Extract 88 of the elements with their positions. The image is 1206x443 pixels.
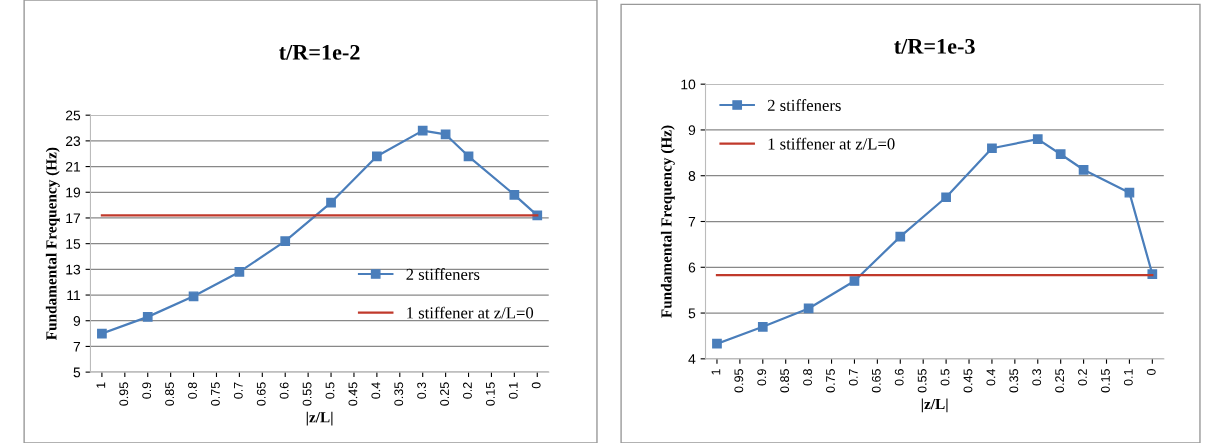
x-tick-label: 0.8: [803, 369, 812, 386]
point: [280, 236, 291, 246]
x-tick-label: 0.6: [279, 382, 289, 399]
x-tick-label: 0.9: [757, 369, 767, 386]
legend-label: 2 stiffeners: [767, 99, 841, 111]
point: [97, 328, 107, 339]
x-tick-label: 0.9: [142, 382, 152, 399]
x-tick-label: 1: [96, 382, 106, 388]
x-tick-label: 0.75: [826, 369, 835, 393]
y-tick-label: 8: [688, 171, 696, 181]
x-tick-label: 0.85: [165, 382, 174, 406]
x-tick-label: 0.7: [848, 369, 858, 386]
y-tick-label: 25: [65, 110, 81, 121]
point: [1078, 164, 1089, 175]
x-tick-label: 1: [711, 369, 721, 375]
chart-title: t/R=1e-2: [279, 44, 360, 60]
x-tick-label: 0.3: [1032, 369, 1042, 386]
x-tick-label: 0.4: [986, 368, 996, 386]
x-tick-label: 0.95: [734, 369, 744, 393]
y-tick-label: 23: [65, 136, 81, 147]
point: [712, 338, 722, 349]
point: [142, 312, 153, 322]
y-tick-label: 10: [681, 79, 696, 90]
legend-label: 1 stiffener at z/L=0: [768, 137, 895, 150]
point: [372, 151, 382, 162]
y-tick-label: 15: [66, 239, 81, 249]
x-tick-label: 0.15: [485, 382, 495, 406]
y-tick-label: 9: [688, 125, 696, 136]
point: [188, 291, 199, 302]
point: [941, 192, 951, 203]
x-tick-label: 0.55: [302, 382, 312, 406]
x-tick-label: 0.75: [210, 382, 220, 406]
y-tick-label: 11: [67, 290, 81, 301]
point: [895, 231, 906, 242]
x-tick-label: 0.2: [463, 382, 472, 399]
x-tick-label: 0.3: [417, 382, 427, 399]
y-tick-label: 4: [688, 354, 696, 364]
x-tick-label: 0.2: [1078, 369, 1087, 386]
point: [1124, 187, 1135, 198]
x-tick-label: 0.8: [188, 382, 197, 399]
point: [417, 125, 428, 136]
y-tick-label: 9: [73, 316, 81, 326]
x-tick-label: 0.5: [940, 369, 950, 386]
y-tick-label: 17: [66, 213, 81, 223]
point: [234, 267, 245, 277]
x-tick-label: 0.25: [440, 382, 449, 406]
point: [1055, 149, 1066, 160]
x-tick-label: 0.6: [894, 369, 904, 386]
x-tick-label: 0.45: [348, 382, 358, 406]
y-tick-label: 7: [688, 216, 696, 227]
legend-label: 2 stiffeners: [406, 268, 480, 280]
x-tick-label: 0: [531, 382, 541, 389]
y-tick-label: 5: [688, 308, 696, 319]
x-axis-title: |z/L|: [306, 411, 333, 426]
legend-label: 1 stiffener at z/L=0: [407, 306, 534, 319]
x-tick-label: 0.85: [780, 369, 790, 393]
chart-title: t/R=1e-3: [894, 38, 975, 54]
x-tick-label: 0.7: [233, 382, 243, 399]
point: [849, 276, 860, 286]
point: [463, 151, 474, 162]
y-tick-label: 13: [66, 264, 81, 275]
y-tick-label: 7: [73, 341, 81, 352]
x-tick-label: 0.65: [256, 382, 266, 406]
y-axis-title: Fundamental Frequency (Hz): [660, 125, 675, 318]
x-tick-label: 0.4: [371, 382, 381, 399]
x-tick-label: 0.65: [871, 369, 881, 393]
y-tick-label: 21: [65, 161, 81, 172]
point: [1032, 134, 1043, 144]
point: [757, 321, 768, 332]
x-axis-title: |z/L|: [921, 398, 948, 413]
y-axis-title: Fundamental Frequency (Hz): [45, 147, 60, 340]
x-tick-label: 0.15: [1101, 369, 1110, 393]
x-tick-label: 0.35: [1009, 369, 1019, 393]
y-tick-label: 19: [66, 187, 81, 198]
x-tick-label: 0.95: [119, 382, 129, 406]
point: [987, 143, 997, 154]
y-tick-label: 5: [73, 367, 81, 378]
x-tick-label: 0.5: [325, 382, 335, 399]
x-tick-label: 0: [1146, 369, 1156, 376]
point: [326, 197, 336, 208]
x-tick-label: 0.35: [394, 382, 404, 406]
x-tick-label: 0.55: [917, 369, 927, 393]
y-tick-label: 6: [688, 262, 696, 273]
point: [509, 189, 520, 200]
x-tick-label: 0.1: [508, 382, 518, 399]
x-tick-label: 0.1: [1123, 369, 1133, 386]
x-tick-label: 0.45: [963, 369, 973, 393]
x-tick-label: 0.25: [1055, 369, 1065, 393]
